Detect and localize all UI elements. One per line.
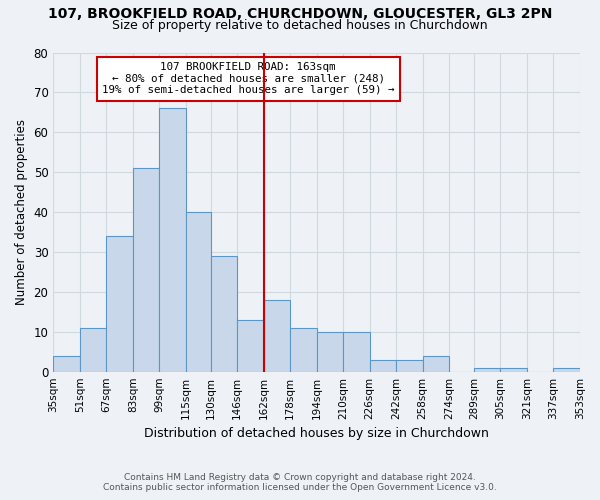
Text: Size of property relative to detached houses in Churchdown: Size of property relative to detached ho…	[112, 18, 488, 32]
Bar	[317, 332, 343, 372]
Bar	[290, 328, 317, 372]
X-axis label: Distribution of detached houses by size in Churchdown: Distribution of detached houses by size …	[144, 427, 489, 440]
Bar	[263, 300, 290, 372]
Bar	[474, 368, 500, 372]
Bar	[159, 108, 186, 372]
Bar	[422, 356, 449, 372]
Bar	[53, 356, 80, 372]
Bar	[500, 368, 527, 372]
Bar	[553, 368, 580, 372]
Bar	[186, 212, 211, 372]
Bar	[80, 328, 106, 372]
Text: Contains HM Land Registry data © Crown copyright and database right 2024.
Contai: Contains HM Land Registry data © Crown c…	[103, 473, 497, 492]
Y-axis label: Number of detached properties: Number of detached properties	[15, 119, 28, 305]
Bar	[106, 236, 133, 372]
Text: 107 BROOKFIELD ROAD: 163sqm
← 80% of detached houses are smaller (248)
19% of se: 107 BROOKFIELD ROAD: 163sqm ← 80% of det…	[102, 62, 394, 96]
Bar	[133, 168, 159, 372]
Bar	[343, 332, 370, 372]
Bar	[370, 360, 396, 372]
Text: 107, BROOKFIELD ROAD, CHURCHDOWN, GLOUCESTER, GL3 2PN: 107, BROOKFIELD ROAD, CHURCHDOWN, GLOUCE…	[48, 8, 552, 22]
Bar	[211, 256, 237, 372]
Bar	[237, 320, 263, 372]
Bar	[396, 360, 422, 372]
